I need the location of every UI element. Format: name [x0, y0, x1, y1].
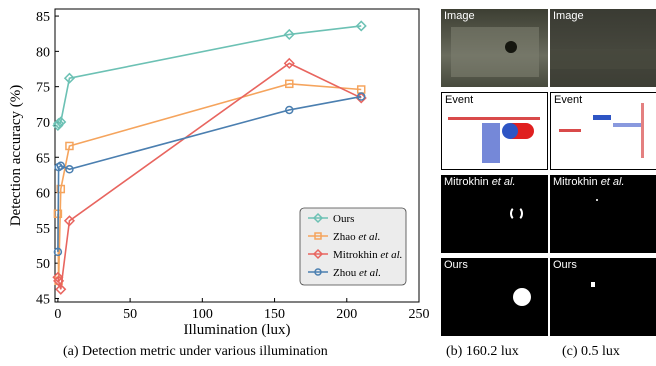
- data-point-1-4: [285, 79, 294, 89]
- data-point-2-0: [52, 271, 64, 283]
- x-tick-label: 0: [54, 307, 61, 322]
- legend-marker-3: [314, 268, 322, 276]
- x-axis-label: Illumination (lux): [183, 322, 290, 338]
- legend-box: [299, 207, 407, 286]
- image-panel-b: Image: [441, 9, 548, 87]
- x-tick-label: 50: [123, 307, 137, 322]
- data-point-2-4: [283, 57, 295, 69]
- caption-c: (c) 0.5 lux: [562, 344, 620, 359]
- y-tick-label: 50: [36, 257, 50, 272]
- legend-label-2: Mitrokhin et al.: [333, 249, 402, 261]
- mitrokhin-label: Mitrokhin et al.: [553, 176, 625, 188]
- event-label: Event: [445, 94, 474, 106]
- mitrokhin-panel-c: Mitrokhin et al.: [550, 175, 656, 253]
- x-tick-label: 100: [192, 307, 213, 322]
- data-point-0-4: [283, 28, 295, 40]
- series-line-3: [57, 95, 362, 252]
- image-panel-c: Image: [550, 9, 656, 87]
- x-tick-label: 200: [336, 307, 357, 322]
- event-label: Event: [554, 94, 583, 106]
- data-point-1-3: [65, 141, 74, 151]
- y-tick-label: 75: [36, 81, 50, 96]
- series-lines: [52, 20, 367, 295]
- caption-a: (a) Detection metric under various illum…: [63, 344, 328, 359]
- image-label: Image: [553, 10, 584, 22]
- data-point-2-2: [55, 283, 67, 295]
- y-axis-label: Detection accuracy (%): [8, 85, 24, 227]
- data-point-0-5: [355, 20, 367, 32]
- plot-frame: [54, 8, 420, 303]
- ours-label: Ours: [444, 259, 468, 271]
- axes: 0 50 100 150 200 250 45 50 55 60 65 70 75 80 85 Illumin…: [8, 8, 430, 338]
- y-tick-label: 65: [36, 151, 50, 166]
- ours-panel-b: Ours: [441, 258, 548, 336]
- legend-label-3: Zhou et al.: [333, 267, 381, 279]
- ours-label: Ours: [553, 259, 577, 271]
- data-point-1-2: [56, 184, 66, 194]
- legend-label-0: Ours: [333, 213, 354, 225]
- data-point-0-2: [55, 116, 67, 128]
- y-tick-label: 80: [36, 45, 50, 60]
- mitrokhin-panel-b: Mitrokhin et al.: [441, 175, 548, 253]
- data-point-2-1: [53, 275, 65, 287]
- x-tick-label: 250: [409, 307, 430, 322]
- mitrokhin-label: Mitrokhin et al.: [444, 176, 516, 188]
- caption-b: (b) 160.2 lux: [446, 344, 519, 359]
- event-panel-c: Event: [550, 92, 656, 170]
- data-point-2-3: [63, 215, 76, 227]
- legend-marker-0: [312, 212, 324, 224]
- legend-marker-1: [314, 232, 322, 240]
- data-point-3-3: [65, 165, 74, 174]
- y-tick-label: 60: [36, 187, 50, 202]
- data-point-3-4: [285, 105, 294, 115]
- x-tick-label: 150: [264, 307, 285, 322]
- data-point-0-3: [63, 72, 76, 84]
- image-label: Image: [444, 10, 475, 22]
- ours-panel-c: Ours: [550, 258, 656, 336]
- legend: Ours Zhao et al. Mitrokhin et al. Zhou et a…: [299, 207, 407, 286]
- y-tick-label: 85: [36, 10, 50, 25]
- y-tick-label: 70: [36, 116, 50, 131]
- y-tick-label: 45: [36, 292, 50, 307]
- event-panel-b: Event: [441, 92, 548, 170]
- data-point-3-5: [356, 92, 366, 101]
- y-tick-label: 55: [36, 222, 50, 237]
- legend-marker-2: [312, 248, 324, 260]
- data-point-3-0: [53, 247, 63, 257]
- data-point-3-2: [56, 161, 66, 170]
- legend-label-1: Zhao et al.: [333, 231, 380, 243]
